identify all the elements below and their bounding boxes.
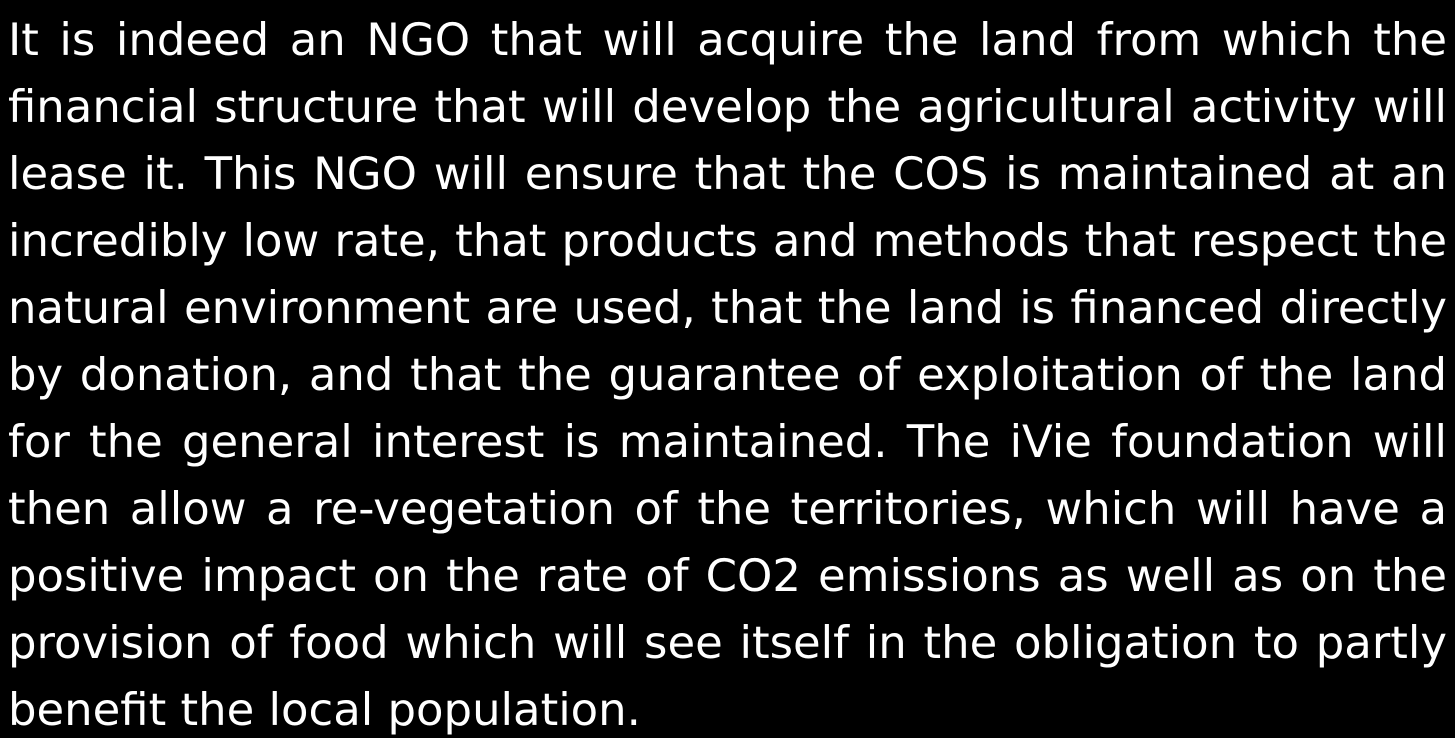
text-line: positive impact on the rate of CO2 emiss… <box>8 549 1447 602</box>
text-line: provision of food which will see itself … <box>8 616 1447 669</box>
text-line: incredibly low rate, that products and m… <box>8 214 1447 267</box>
text-line: It is indeed an NGO that will acquire th… <box>8 13 1447 66</box>
text-line: benefit the local population. <box>8 683 641 736</box>
text-line: for the general interest is maintained. … <box>8 415 1447 468</box>
text-line: then allow a re-vegetation of the territ… <box>8 482 1447 535</box>
text-line: lease it. This NGO will ensure that the … <box>8 147 1447 200</box>
text-line: financial structure that will develop th… <box>8 80 1447 133</box>
text-line: by donation, and that the guarantee of e… <box>8 348 1447 401</box>
text-line: natural environment are used, that the l… <box>8 281 1447 334</box>
